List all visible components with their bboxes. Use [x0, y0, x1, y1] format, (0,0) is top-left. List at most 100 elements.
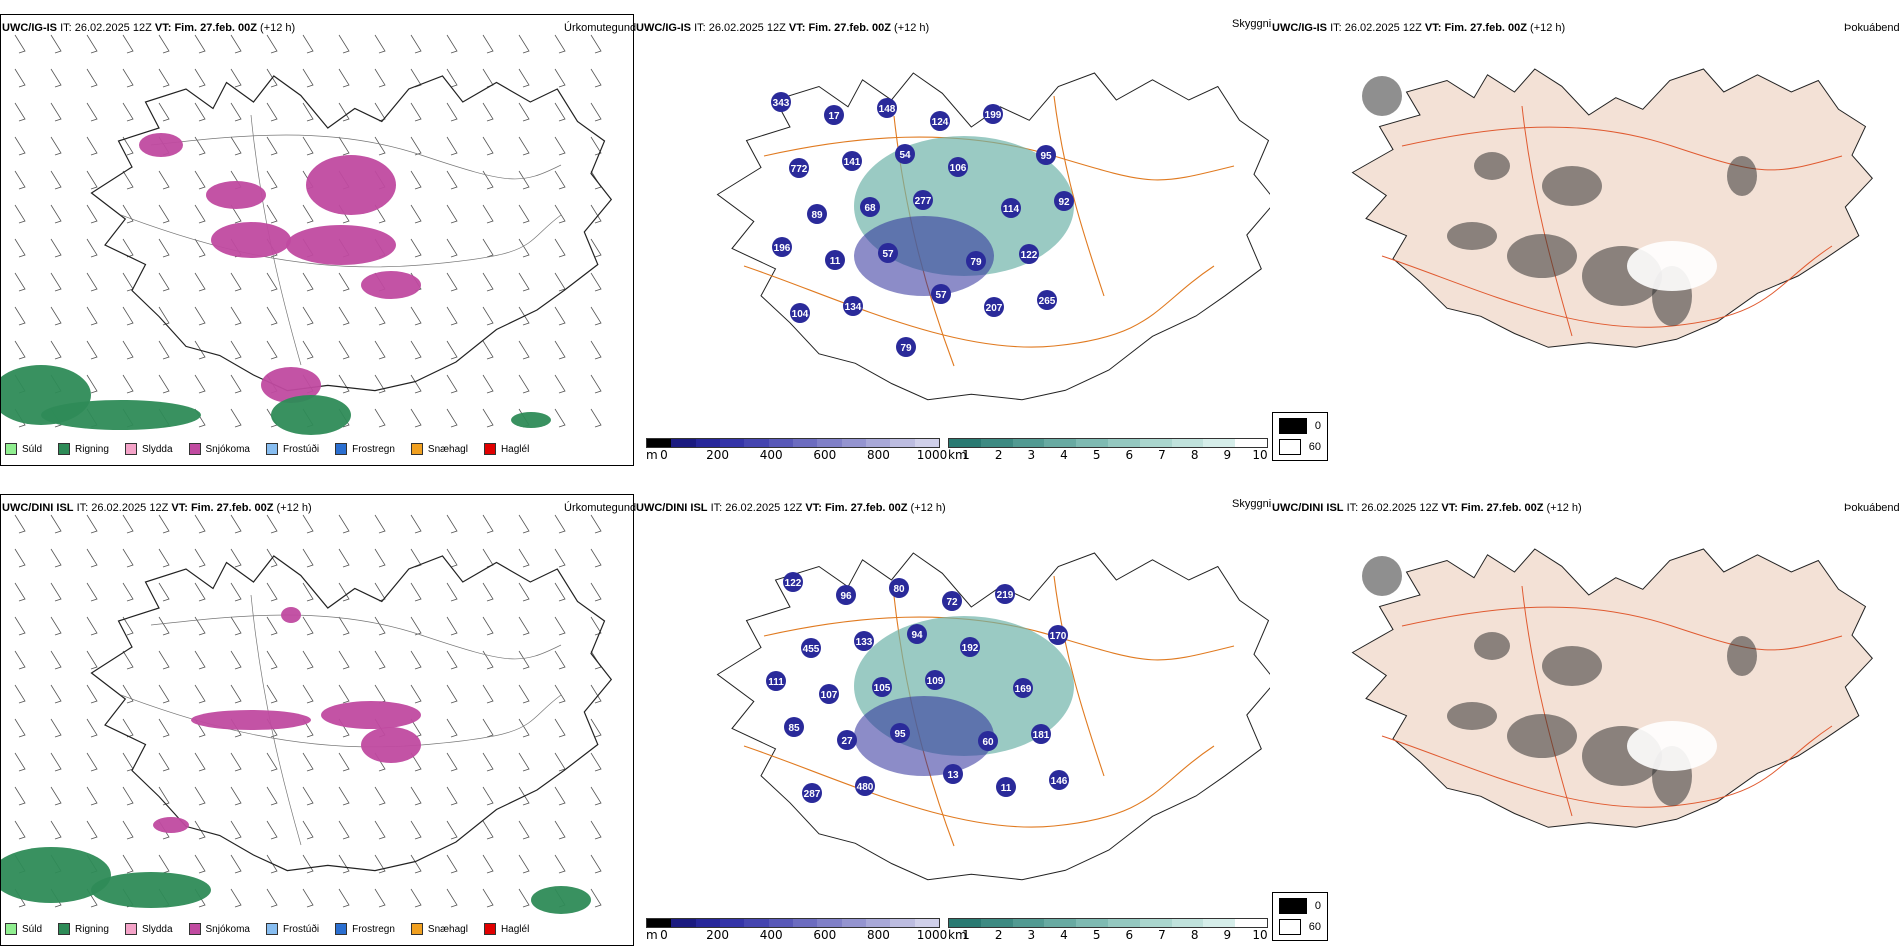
fog-area: [1507, 714, 1577, 758]
vis-value-marker: [1031, 724, 1051, 744]
rain-area: [1, 847, 111, 903]
legend-item: Frostúði: [265, 923, 320, 935]
vis-value-marker: [766, 671, 786, 691]
colorbar-tick-label: 600: [813, 448, 837, 462]
vis-value-marker: [854, 631, 874, 651]
colorbar-tick-label: 1000: [916, 928, 948, 942]
colorbar-tick-label: 400: [759, 928, 783, 942]
legend-label: Frostúði: [282, 443, 320, 455]
legend-item: Rigning: [58, 923, 109, 935]
colorbar-tick-label: 800: [866, 928, 890, 942]
legend-swatch: [265, 923, 278, 935]
legend-label: Snjókoma: [205, 443, 250, 455]
legend-item: Haglél: [483, 923, 529, 935]
legend-label: Rigning: [75, 923, 109, 935]
legend-swatch: [58, 923, 71, 935]
colorbar-tick-label: 10: [1252, 448, 1268, 462]
rain-area: [91, 872, 211, 908]
vis-value-marker: [877, 98, 897, 118]
colorbar-tick-label: 1000: [916, 448, 948, 462]
legend-item: Snjókoma: [188, 443, 250, 455]
vis-value-label: 114: [1003, 204, 1020, 215]
legend-swatch: [188, 923, 201, 935]
rain-area: [531, 886, 591, 914]
vis-value-label: 265: [1039, 296, 1056, 307]
legend-item: Haglél: [483, 443, 529, 455]
vis-value-label: 455: [803, 644, 820, 655]
vis-value-label: 146: [1051, 776, 1068, 787]
legend-item: Súld: [5, 923, 42, 935]
precip-legend-1: Súld Rigning Slydda Snjókoma Frostúði Frostre…: [5, 443, 545, 455]
legend-item: Slydda: [124, 923, 173, 935]
legend-item: Frostregn: [335, 443, 395, 455]
cloud-legend-swatch: [1279, 439, 1301, 455]
colorbar-tick-label: 9: [1223, 928, 1232, 942]
colorbar-tick-label: 200: [706, 448, 730, 462]
row2: Súld Rigning Slydda Snjókoma Frostúði Frostre…: [0, 480, 1900, 950]
colorbar-ticks: m 0 200 400 600 800 1000: [646, 928, 947, 942]
fog-area: [1447, 222, 1497, 250]
legend-item: Snæhagl: [410, 923, 468, 935]
snow-area: [361, 271, 421, 299]
legend-label: Frostregn: [352, 443, 395, 455]
colorbar-tick-label: 4: [1060, 448, 1068, 462]
vis-m-area: [854, 216, 994, 296]
vis-value-label: 141: [844, 157, 861, 168]
snow-area: [306, 155, 396, 215]
vis-value-marker: [896, 337, 916, 357]
vis-value-label: 192: [962, 643, 979, 654]
vis-value-marker: [860, 197, 880, 217]
vis-value-label: 207: [986, 303, 1003, 314]
fog-area: [1727, 636, 1757, 676]
vis-m-area: [854, 696, 994, 776]
cloud-legend-swatch: [1279, 418, 1307, 434]
clear-area: [1627, 721, 1717, 771]
colorbar-tick-label: 10: [1252, 928, 1268, 942]
legend-swatch: [58, 443, 71, 455]
cloud-legend-1: 0 60: [1272, 412, 1328, 461]
vis-value-marker: [789, 158, 809, 178]
vis-value-marker: [983, 104, 1003, 124]
clear-area: [1627, 241, 1717, 291]
legend-label: Snæhagl: [427, 923, 468, 935]
vis-value-label: 85: [788, 723, 800, 734]
colorbar-tick-label: 0: [660, 448, 668, 462]
vis-value-label: 57: [935, 290, 947, 301]
vis-value-marker: [960, 637, 980, 657]
precip-title-2: UWC/DINI ISL IT: 26.02.2025 12Z VT: Fim.…: [2, 502, 312, 514]
roads: [1381, 105, 1843, 337]
vis-value-marker: [948, 157, 968, 177]
legend-label: Frostúði: [282, 923, 320, 935]
vis-value-label: 181: [1033, 730, 1050, 741]
cloud-title-2: UWC/DINI ISL IT: 26.02.2025 12Z VT: Fim.…: [1272, 502, 1582, 514]
legend-swatch: [124, 443, 137, 455]
legend-label: Slydda: [141, 923, 173, 935]
vis-value-marker: [783, 572, 803, 592]
vis-value-marker: [772, 237, 792, 257]
legend-swatch: [124, 923, 137, 935]
cloud-map-1: [1351, 68, 1873, 348]
vis-value-marker: [995, 584, 1015, 604]
vis-value-label: 94: [911, 630, 923, 641]
fog-area: [1474, 632, 1510, 660]
cloud-legend-2: 0 60: [1272, 892, 1328, 941]
vis-value-marker: [824, 105, 844, 125]
colorbar-tick-label: 800: [866, 448, 890, 462]
fog-area: [1507, 234, 1577, 278]
vis-value-label: 54: [899, 150, 911, 161]
vis-value-marker: [878, 243, 898, 263]
colorbar-strip: [948, 438, 1268, 448]
coastline: [1351, 548, 1873, 828]
vis-m-colorbar-2: m 0 200 400 600 800 1000: [646, 918, 947, 942]
vis-value-label: 68: [864, 203, 876, 214]
coastline: [90, 555, 613, 872]
colorbar-unit: km: [948, 928, 967, 942]
cloud-legend-label: 0: [1314, 420, 1321, 432]
vis-value-label: 105: [874, 683, 891, 694]
legend-label: Frostregn: [352, 923, 395, 935]
colorbar-ticks: km 1 2 3 4 5 6 7 8 9 10: [948, 928, 1268, 942]
snow-area: [191, 710, 311, 730]
snow-area: [153, 817, 189, 833]
vis-value-marker: [943, 764, 963, 784]
precip-legend-2: Súld Rigning Slydda Snjókoma Frostúði Frostre…: [5, 923, 545, 935]
